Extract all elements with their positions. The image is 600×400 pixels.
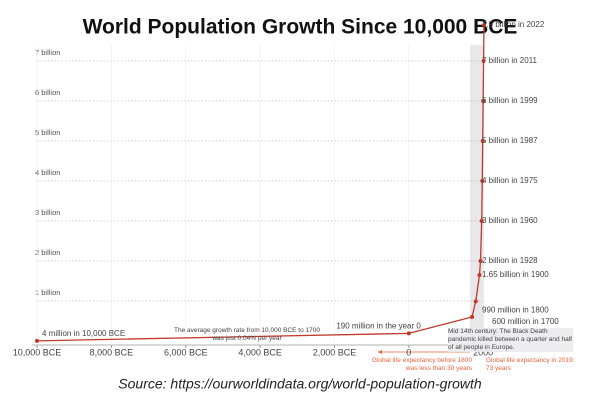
y-tick-label: 7 billion [35, 48, 60, 57]
x-tick-label: 4,000 BCE [238, 347, 282, 357]
y-tick-label: 5 billion [35, 128, 60, 137]
point [479, 219, 484, 223]
point [481, 59, 486, 63]
x-tick-label: 2,000 BCE [313, 347, 357, 357]
data-label: 600 million in 1700 [492, 317, 559, 326]
arrow-head [378, 350, 382, 354]
chart-title: World Population Growth Since 10,000 BCE [83, 16, 518, 39]
annotation: Global life expectancy before 1800 was l… [371, 357, 472, 373]
point [470, 315, 475, 319]
x-tick-label: 0 [406, 347, 411, 357]
point [480, 139, 485, 143]
y-tick-label: 4 billion [35, 168, 60, 177]
data-label: 990 million in 1800 [482, 306, 549, 315]
point [35, 338, 39, 343]
annotation: Mid 14th century: The Black Death pandem… [448, 328, 573, 353]
point [477, 273, 482, 277]
annotation: The average growth rate from 10,000 BCE … [174, 327, 320, 343]
data-label: 2 billion in 1928 [482, 256, 538, 265]
y-tick-label: 2 billion [35, 248, 60, 257]
data-label: 190 million in the year 0 [336, 322, 421, 331]
data-label: 4 million in 10,000 BCE [42, 329, 125, 338]
data-label: 6 billion in 1999 [482, 96, 538, 105]
data-label: 1.65 billion in 1900 [482, 270, 549, 279]
data-label: 7.9 billion in 2022 [482, 20, 545, 29]
data-label: 5 billion in 1987 [482, 136, 538, 145]
point [478, 259, 483, 263]
annotation: Global life expectancy in 2019: 73 years [486, 357, 575, 373]
x-tick-label: 8,000 BCE [90, 347, 134, 357]
point [482, 23, 486, 27]
point [480, 179, 485, 183]
data-label: 4 billion in 1975 [482, 176, 538, 185]
y-tick-label: 3 billion [35, 208, 60, 217]
y-tick-label: 6 billion [35, 88, 60, 97]
x-tick-label: 6,000 BCE [164, 347, 208, 357]
shaded-region [470, 45, 484, 345]
source: Source: https://ourworldindata.org/world… [118, 376, 482, 392]
y-tick-label: 1 billion [35, 288, 60, 297]
x-tick-label: 2000 [473, 347, 493, 357]
point [406, 331, 411, 336]
point [473, 299, 478, 304]
data-label: 3 billion in 1960 [482, 216, 538, 225]
point [481, 99, 486, 103]
data-label: 7 billion in 2011 [482, 56, 538, 65]
x-tick-label: 10,000 BCE [13, 347, 62, 357]
line [36, 24, 485, 342]
